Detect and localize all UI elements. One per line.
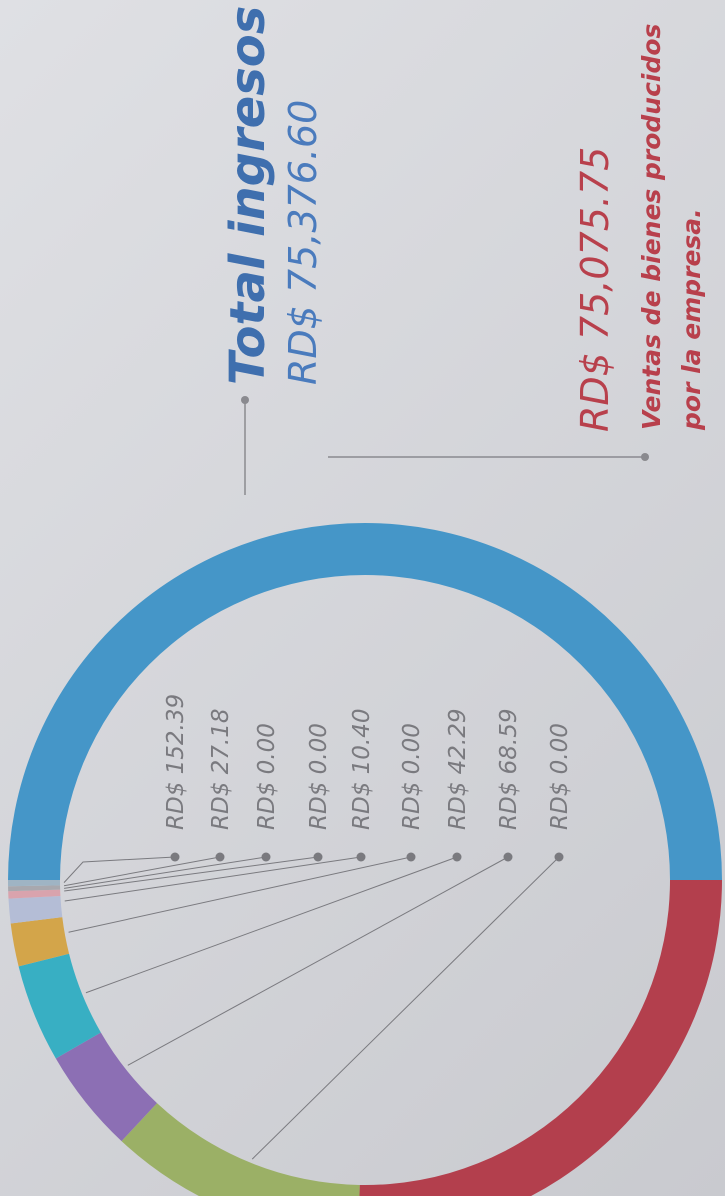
main-description: Ventas de bienes producidos	[637, 24, 666, 430]
item-label: RD$ 68.59	[496, 709, 522, 830]
item-label: RD$ 42.29	[445, 709, 471, 830]
ring-segment	[8, 895, 63, 924]
item-label: RD$ 0.00	[399, 723, 425, 830]
ring-segment	[121, 1103, 360, 1196]
connector-dot	[241, 396, 249, 404]
leader-line	[127, 856, 509, 1066]
ring-segment	[55, 1032, 157, 1142]
ring-segment	[10, 917, 70, 967]
leader-line	[85, 856, 458, 994]
connector-dot	[641, 453, 649, 461]
leader-line	[63, 856, 176, 883]
leader-line	[64, 856, 267, 889]
leader-line	[64, 856, 319, 892]
item-label: RD$ 0.00	[547, 723, 573, 830]
item-label: RD$ 27.18	[208, 709, 234, 830]
total-amount: RD$ 75,376.60	[281, 100, 325, 385]
ring-segment	[359, 880, 722, 1196]
leader-line	[251, 856, 560, 1160]
ring-segment	[8, 523, 722, 880]
ring	[8, 523, 722, 1196]
ring-segment	[8, 885, 61, 892]
main-amount: RD$ 75,075.75	[573, 147, 617, 432]
ring-segment	[8, 889, 61, 899]
ring-segment	[8, 880, 61, 887]
item-label: RD$ 0.00	[306, 723, 332, 830]
item-label: RD$ 152.39	[163, 694, 189, 830]
leader-line	[68, 856, 412, 933]
item-label: RD$ 0.00	[254, 723, 280, 830]
item-label: RD$ 10.40	[349, 709, 375, 830]
item-labels: RD$ 152.39 RD$ 27.18 RD$ 0.00 RD$ 0.00 RD$ 1…	[63, 694, 573, 1160]
leader-line	[63, 856, 221, 887]
leader-line	[64, 856, 362, 902]
ring-segment	[18, 953, 101, 1059]
total-title: Total ingresos	[220, 6, 276, 385]
main-description: por la empresa.	[677, 208, 706, 431]
